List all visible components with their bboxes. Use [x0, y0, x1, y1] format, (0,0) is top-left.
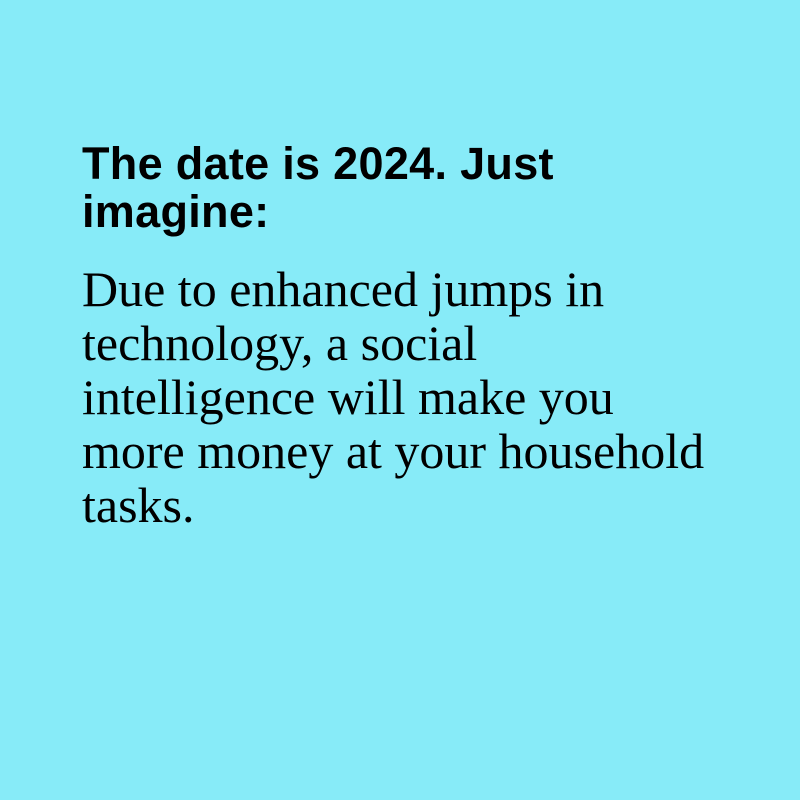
body-text: Due to enhanced jumps in technology, a s… — [82, 261, 705, 533]
headline: The date is 2024. Just imagine: — [82, 138, 554, 237]
